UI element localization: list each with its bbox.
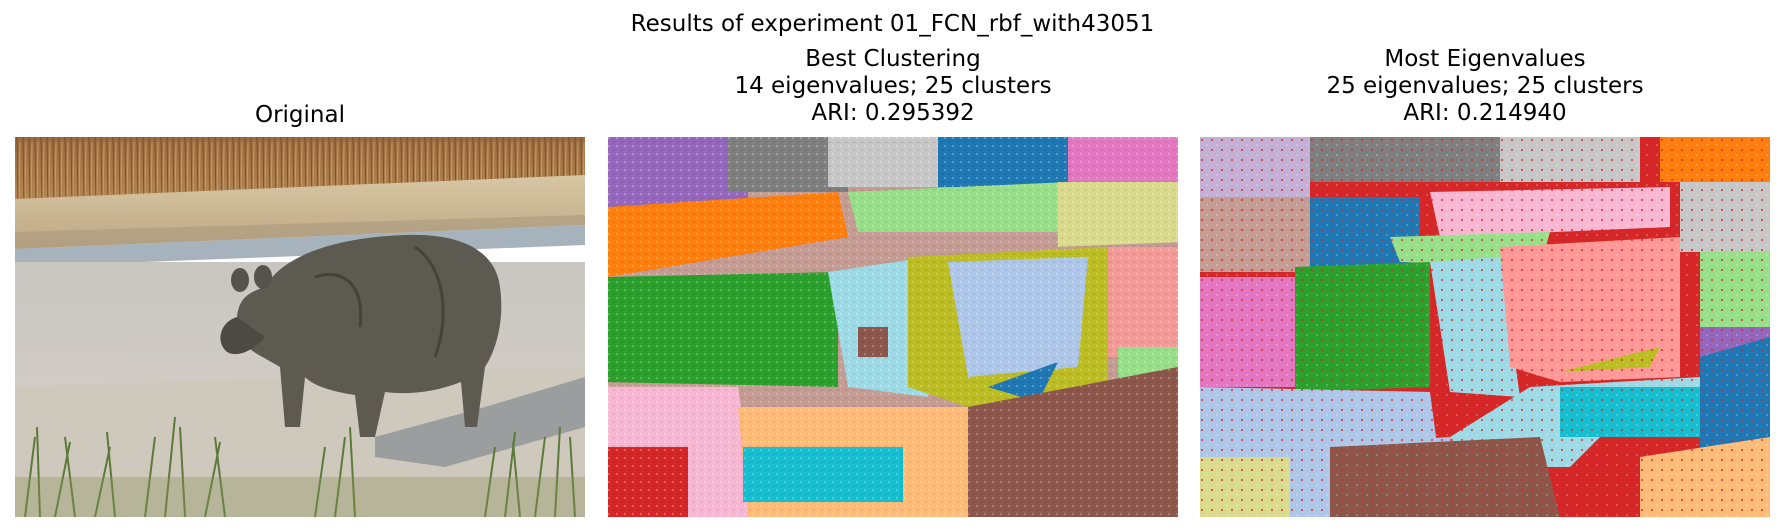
foreground-grass <box>24 416 576 517</box>
panel-title-best-line1: Best Clustering <box>805 46 981 72</box>
panel-title-best-line3: ARI: 0.295392 <box>811 100 975 126</box>
water <box>15 225 585 267</box>
original-photo <box>15 137 585 517</box>
panel-title-most-line2: 25 eigenvalues; 25 clusters <box>1326 73 1644 99</box>
panel-title-most-line3: ARI: 0.214940 <box>1403 100 1567 126</box>
rhino-shadow <box>375 377 585 467</box>
best-clustering-segmentation <box>608 137 1178 517</box>
figure-suptitle: Results of experiment 01_FCN_rbf_with430… <box>630 11 1155 37</box>
panel-title-most-line1: Most Eigenvalues <box>1384 46 1586 72</box>
most-eigenvalues-segmentation <box>1200 137 1770 517</box>
panel-original: Original <box>15 0 585 532</box>
panel-most-eigenvalues: Most Eigenvalues 25 eigenvalues; 25 clus… <box>1200 0 1770 532</box>
rhinoceros <box>220 234 502 437</box>
panel-title-best-line2: 14 eigenvalues; 25 clusters <box>734 73 1052 99</box>
panel-title-original: Original <box>254 102 345 128</box>
panel-best-clustering: Best Clustering 14 eigenvalues; 25 clust… <box>608 0 1178 532</box>
